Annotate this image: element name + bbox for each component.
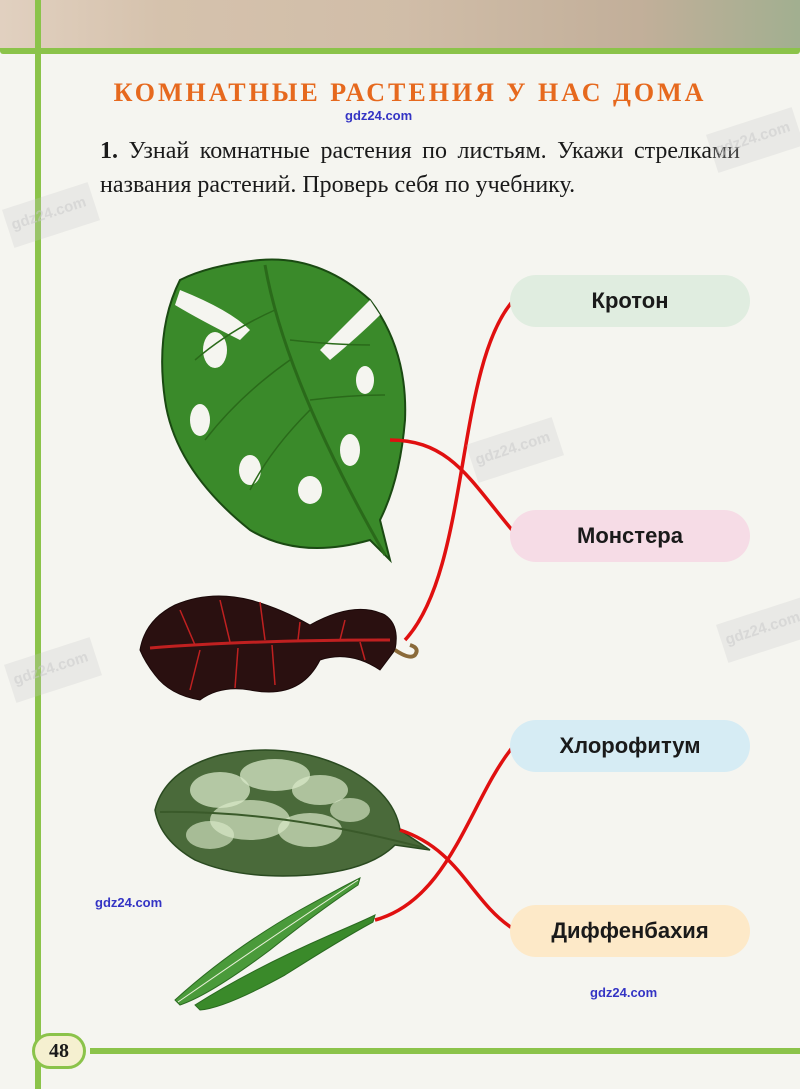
leaf-dieffenbachia [155, 750, 430, 876]
left-border [35, 0, 41, 1089]
watermark: gdz24.com [95, 895, 162, 910]
leaf-croton [140, 596, 417, 700]
label-text: Монстера [577, 523, 683, 549]
label-dieffenbachia: Диффенбахия [510, 905, 750, 957]
label-text: Диффенбахия [551, 918, 708, 944]
task-number: 1. [100, 138, 118, 164]
label-chlorophytum: Хлорофитум [510, 720, 750, 772]
watermark: gdz24.com [590, 985, 657, 1000]
label-monstera: Монстера [510, 510, 750, 562]
page-number-value: 48 [49, 1040, 69, 1063]
task-body: Узнай комнатные растения по листьям. Ука… [100, 138, 740, 198]
page-number: 48 [32, 1033, 86, 1069]
connection-lines [375, 302, 512, 928]
task-paragraph: 1. Узнай комнатные растения по листьям. … [100, 135, 740, 202]
leaf-chlorophytum [175, 878, 375, 1010]
label-text: Кротон [592, 288, 669, 314]
bottom-border [90, 1048, 800, 1054]
leaf-monstera [162, 260, 405, 561]
label-text: Хлорофитум [560, 733, 701, 759]
header-border [0, 48, 800, 54]
label-kroton: Кротон [510, 275, 750, 327]
header-photo-strip [0, 0, 800, 50]
page-title: КОМНАТНЫЕ РАСТЕНИЯ У НАС ДОМА [60, 78, 760, 108]
watermark: gdz24.com [345, 108, 412, 123]
